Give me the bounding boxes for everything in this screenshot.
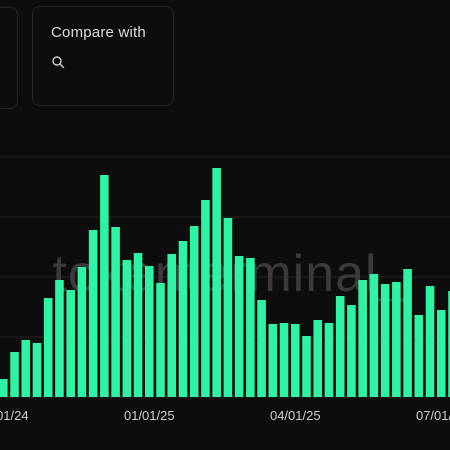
x-tick-label: 01/01/25 xyxy=(124,408,175,423)
bar[interactable] xyxy=(133,253,143,397)
bar[interactable] xyxy=(10,352,19,397)
bar[interactable] xyxy=(347,305,356,397)
bar[interactable] xyxy=(21,340,31,397)
bar[interactable] xyxy=(144,266,154,397)
bar[interactable] xyxy=(290,324,300,397)
bar[interactable] xyxy=(43,298,53,397)
bar[interactable] xyxy=(55,280,64,397)
bar[interactable] xyxy=(88,230,98,397)
bar[interactable] xyxy=(212,168,221,397)
bar[interactable] xyxy=(201,200,210,397)
bar[interactable] xyxy=(403,269,412,397)
bar[interactable] xyxy=(335,296,345,397)
bar[interactable] xyxy=(189,226,199,397)
bar[interactable] xyxy=(0,379,8,397)
bar[interactable] xyxy=(358,280,367,397)
bar[interactable] xyxy=(279,323,289,397)
bar[interactable] xyxy=(302,336,311,397)
chart-bars xyxy=(0,168,450,397)
x-tick-label: 04/01/25 xyxy=(270,408,321,423)
bar[interactable] xyxy=(324,323,334,397)
bar[interactable] xyxy=(156,283,165,397)
compare-with-label: Compare with xyxy=(51,24,146,41)
bar[interactable] xyxy=(425,286,435,397)
bar[interactable] xyxy=(369,274,379,397)
bar[interactable] xyxy=(246,258,255,397)
bar[interactable] xyxy=(392,282,401,397)
bar[interactable] xyxy=(414,315,424,397)
compare-with-field[interactable]: Compare with xyxy=(32,6,174,106)
x-axis-ticks: 10/01/24 01/01/25 04/01/25 07/01/25 xyxy=(0,408,450,423)
bar[interactable] xyxy=(234,256,244,397)
bar[interactable] xyxy=(448,291,450,397)
bar[interactable] xyxy=(380,284,390,397)
bar[interactable] xyxy=(436,310,446,397)
x-tick-label: 10/01/24 xyxy=(0,408,29,423)
bar[interactable] xyxy=(167,254,177,397)
bar[interactable] xyxy=(257,300,266,397)
bar[interactable] xyxy=(122,260,132,397)
bar[interactable] xyxy=(32,343,42,397)
metric-selector-card[interactable] xyxy=(0,7,18,109)
bar[interactable] xyxy=(100,175,109,397)
search-icon[interactable] xyxy=(51,55,65,69)
bar[interactable] xyxy=(223,218,233,397)
bar[interactable] xyxy=(313,320,323,397)
bar[interactable] xyxy=(77,267,87,397)
x-tick-label: 07/01/25 xyxy=(416,408,450,423)
bar[interactable] xyxy=(111,227,120,397)
bar[interactable] xyxy=(66,290,75,397)
bar[interactable] xyxy=(178,241,188,397)
bar[interactable] xyxy=(268,324,278,397)
